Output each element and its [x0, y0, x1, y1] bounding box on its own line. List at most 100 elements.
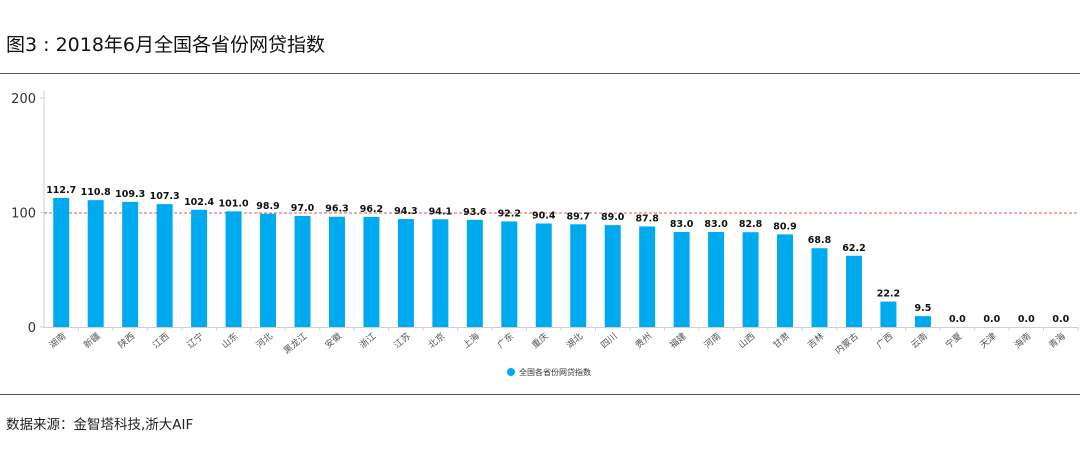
bar	[363, 216, 380, 327]
value-label: 89.0	[601, 212, 625, 223]
x-tick-label: 北京	[426, 330, 448, 351]
value-label: 80.9	[773, 221, 796, 232]
bar	[87, 200, 104, 327]
value-label: 102.4	[184, 197, 214, 208]
value-label: 0.0	[1018, 314, 1035, 325]
bars-group	[53, 197, 931, 327]
value-label: 83.0	[670, 219, 694, 230]
x-tick-label: 贵州	[633, 330, 655, 351]
value-label: 87.8	[635, 213, 659, 224]
legend-label: 全国各省份网贷指数	[519, 367, 591, 377]
y-tick-label: 200	[11, 92, 36, 107]
value-label: 89.7	[567, 211, 590, 222]
bar	[156, 204, 173, 327]
bar	[466, 219, 483, 327]
x-tick-label: 宁夏	[943, 330, 965, 351]
bar	[742, 232, 759, 327]
x-tick-label: 山西	[737, 331, 758, 351]
bar	[811, 248, 828, 327]
footer-divider	[0, 394, 1080, 395]
x-tick-label: 黑龙江	[281, 330, 309, 357]
value-label: 110.8	[81, 187, 111, 198]
value-label: 92.2	[498, 208, 521, 219]
value-label: 96.3	[325, 204, 348, 215]
x-tick-label: 广西	[874, 330, 896, 351]
value-label: 82.8	[739, 219, 763, 230]
x-tick-label: 天津	[978, 331, 999, 351]
bar	[845, 255, 862, 327]
y-tick-label: 100	[11, 207, 36, 222]
value-label: 68.8	[808, 235, 832, 246]
value-label: 109.3	[115, 189, 145, 200]
value-label: 0.0	[949, 314, 966, 325]
bar	[501, 221, 518, 327]
x-tick-label: 云南	[908, 330, 930, 351]
title-divider	[0, 73, 1080, 74]
x-tick-label: 重庆	[529, 330, 551, 351]
bar	[432, 219, 449, 327]
value-label: 83.0	[704, 219, 728, 230]
bar	[191, 209, 208, 327]
bar-chart: 0 100 200 112.7 110.8 109.3 107.3 102.4 101.0 98…	[11, 90, 1079, 377]
value-label: 94.3	[394, 206, 417, 217]
bar	[639, 226, 656, 327]
value-label: 90.4	[532, 210, 556, 221]
value-label: 96.2	[360, 204, 383, 215]
x-tick-label: 内蒙古	[832, 330, 860, 357]
x-tick-label: 上海	[460, 330, 482, 351]
x-tick-label: 辽宁	[185, 330, 207, 351]
x-tick-label: 安徽	[322, 330, 344, 351]
x-tick-label: 广东	[495, 330, 517, 351]
x-tick-label: 江苏	[391, 330, 413, 351]
x-tick-label: 陕西	[116, 330, 138, 351]
bar	[535, 223, 552, 327]
x-tick-label: 湖北	[564, 331, 585, 351]
x-tick-label: 河北	[253, 330, 275, 351]
value-label: 9.5	[914, 303, 931, 314]
bar	[122, 201, 139, 327]
bar	[397, 219, 414, 327]
x-tick-label: 江西	[151, 331, 172, 351]
bar	[708, 231, 725, 327]
x-tick-label: 海南	[1012, 330, 1034, 351]
legend: 全国各省份网贷指数	[507, 367, 591, 377]
value-label: 97.0	[291, 203, 315, 214]
source-note: 数据来源：金智塔科技,浙大AIF	[6, 417, 194, 433]
bar	[673, 231, 690, 327]
bar	[914, 316, 931, 327]
x-tick-label: 福建	[667, 330, 689, 351]
x-tick-label: 河南	[702, 330, 724, 351]
x-tick-label: 浙江	[357, 330, 379, 351]
bar	[880, 301, 897, 327]
bar	[570, 224, 587, 327]
bar	[604, 225, 621, 327]
bar	[328, 216, 345, 327]
bar	[225, 211, 242, 327]
value-label: 62.2	[842, 243, 865, 254]
value-label: 0.0	[983, 314, 1000, 325]
x-tick-label: 吉林	[805, 330, 827, 351]
chart-title: 图3 : 2018年6月全国各省份网贷指数	[6, 34, 326, 56]
x-tick-label: 新疆	[81, 330, 103, 351]
value-labels-group: 112.7 110.8 109.3 107.3 102.4 101.0 98.9 97.0 96…	[46, 185, 1069, 325]
x-tick-label: 甘肃	[770, 330, 792, 351]
x-tick-label: 青海	[1046, 330, 1068, 351]
value-label: 0.0	[1052, 314, 1069, 325]
bar	[260, 213, 277, 327]
bar	[53, 197, 70, 327]
y-tick-label: 0	[28, 321, 36, 336]
x-tick-label: 湖南	[47, 330, 69, 351]
value-label: 112.7	[46, 185, 76, 196]
x-tick-label: 山东	[219, 330, 241, 351]
value-label: 107.3	[150, 191, 180, 202]
bar	[777, 234, 794, 327]
legend-swatch	[507, 368, 515, 376]
value-label: 93.6	[463, 207, 487, 218]
bar	[294, 215, 311, 327]
value-label: 94.1	[429, 206, 452, 217]
value-label: 101.0	[219, 198, 249, 209]
value-label: 98.9	[256, 201, 279, 212]
value-label: 22.2	[877, 289, 900, 300]
x-tick-label: 四川	[599, 332, 619, 351]
x-tick-labels-group: 湖南 新疆 陕西 江西 辽宁 山东 河北 黑龙江 安徽 浙江 江苏 北京 上海 广东 重庆 湖北 四川 贵州 福建河…	[47, 327, 1079, 357]
